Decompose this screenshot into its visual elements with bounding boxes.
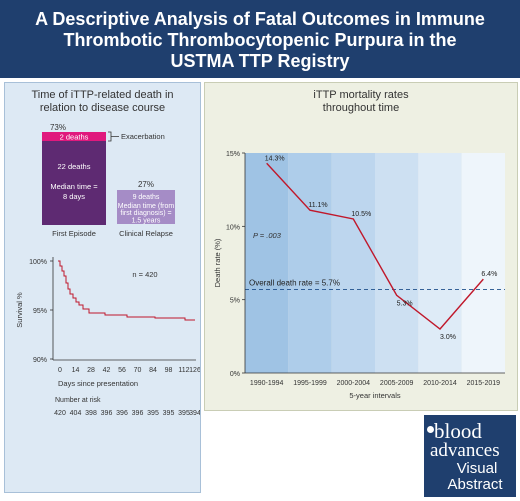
blood-advances-logo: blood advances Visual Abstract [424,415,516,497]
interval-band [288,153,332,373]
data-label: 11.1% [308,202,327,209]
survival-x-ticks: 0 14 28 42 56 70 84 98 112 126 [58,367,200,374]
y-tick-label: 10% [226,224,240,231]
relapse-deaths: 9 deaths [133,194,160,201]
relapse-median-line2: first diagnosis) = [120,210,171,217]
rate-axes: 1990-1994 1995-1999 2000-2004 2005-2009 2010… [213,151,505,400]
rate-series [266,162,484,330]
y-tick-label: 15% [226,151,240,158]
x-tick-label: 2015-2019 [467,380,501,387]
y-tick-label: 5% [230,298,240,305]
interval-band [331,153,375,373]
survival-n-label: n = 420 [132,270,157,279]
exacerbation-deaths: 2 deaths [60,133,89,142]
x-axis-label: 5-year intervals [349,391,401,400]
survival-y-tick-label: 95% [33,308,47,315]
survival-x-tick-label: 14 [72,367,80,374]
logo-dot-icon [427,426,434,433]
first-episode-deaths: 22 deaths [58,162,91,171]
risk-value: 396 [132,410,144,417]
page-title: A Descriptive Analysis of Fatal Outcomes… [35,9,485,71]
data-label: 5.3% [397,300,413,307]
rate-value-labels: 14.3% 11.1% 10.5% 5.3% 3.0% 6.4% [265,155,498,341]
logo-line3: Visual [456,460,498,477]
right-panel-title-line2: throughout time [322,102,400,114]
relapse-median-line3: 1.5 years [132,218,161,225]
first-episode-bar [42,141,106,225]
survival-y-tick-label: 100% [29,259,47,266]
x-tick-label: 1995-1999 [293,380,327,387]
survival-chart: 100% 95% 90% Survival % n = 420 0 14 28 … [15,257,200,417]
survival-x-tick-label: 28 [87,367,95,374]
logo-line1: blood [434,419,482,443]
x-tick-label: 2010-2014 [423,380,457,387]
interval-band [461,153,505,373]
data-label: 6.4% [481,271,497,278]
risk-value: 398 [85,410,97,417]
data-label: 14.3% [265,155,285,162]
exacerbation-bar [42,132,106,141]
data-label: 10.5% [351,211,371,218]
risk-value: 395 [163,410,175,417]
survival-x-tick-label: 84 [149,367,157,374]
x-tick-label: 1990-1994 [250,380,284,387]
risk-value: 394 [189,410,200,417]
data-label: 3.0% [440,334,456,341]
logo-line2: advances [430,440,500,461]
mortality-rate-chart: Overall death rate = 5.7% 1990-1994 1995-… [213,151,505,400]
risk-value: 395 [178,410,190,417]
survival-y-tick-label: 90% [33,357,47,364]
left-panel-title: Time of iTTP-related death in relation t… [5,89,200,115]
p-value-label: P = .003 [253,231,282,240]
interval-band [245,153,289,373]
survival-x-tick-label: 56 [118,367,126,374]
survival-x-tick-label: 112 [178,367,189,374]
left-panel-title-line2: relation to disease course [39,102,166,114]
logo-line4: Abstract [447,476,503,493]
first-episode-median-line2: 8 days [63,192,85,201]
number-at-risk-label: Number at risk [55,397,101,404]
right-panel: iTTP mortality rates throughout time Ove… [204,82,518,411]
relapse-bar [117,190,175,224]
survival-x-tick-label: 126 [189,367,200,374]
interval-band [375,153,419,373]
risk-value: 396 [101,410,113,417]
overall-rate-label: Overall death rate = 5.7% [249,278,340,287]
right-panel-title-line1: iTTP mortality rates [313,89,409,101]
left-panel: Time of iTTP-related death in relation t… [4,82,201,493]
left-panel-title-line1: Time of iTTP-related death in [31,89,174,101]
exacerbation-bracket [108,131,119,142]
survival-curve [58,260,195,321]
risk-value: 404 [70,410,82,417]
x-tick-label: 2000-2004 [337,380,371,387]
first-episode-percent: 73% [50,123,66,132]
first-episode-label: First Episode [52,229,96,238]
survival-x-tick-label: 42 [103,367,111,374]
death-rate-line [266,162,484,330]
risk-value: 395 [147,410,159,417]
exacerbation-label: Exacerbation [121,132,165,141]
survival-x-tick-label: 98 [165,367,173,374]
relapse-label: Clinical Relapse [119,229,173,238]
interval-band [418,153,462,373]
relapse-median-line1: Median time (from [118,203,175,210]
x-tick-label: 2005-2009 [380,380,414,387]
reference-line-group: Overall death rate = 5.7% [245,278,505,290]
first-episode-median-line1: Median time = [50,182,98,191]
interval-bands [245,153,505,373]
risk-value: 396 [116,410,128,417]
header-banner: A Descriptive Analysis of Fatal Outcomes… [0,0,520,78]
risk-value: 420 [54,410,66,417]
survival-x-tick-label: 0 [58,367,62,374]
y-tick-label: 0% [230,371,240,378]
survival-x-axis-label: Days since presentation [58,379,138,388]
survival-x-tick-label: 70 [134,367,142,374]
death-timing-diagram: 73% 2 deaths Exacerbation 22 deaths Medi… [15,123,200,417]
relapse-percent: 27% [138,180,154,189]
survival-y-axis-label: Survival % [15,292,24,328]
y-axis-label: Death rate (%) [213,238,222,287]
right-panel-title: iTTP mortality rates throughout time [205,89,517,115]
number-at-risk-values: 420 404 398 396 396 396 395 395 395 394 [54,410,200,417]
